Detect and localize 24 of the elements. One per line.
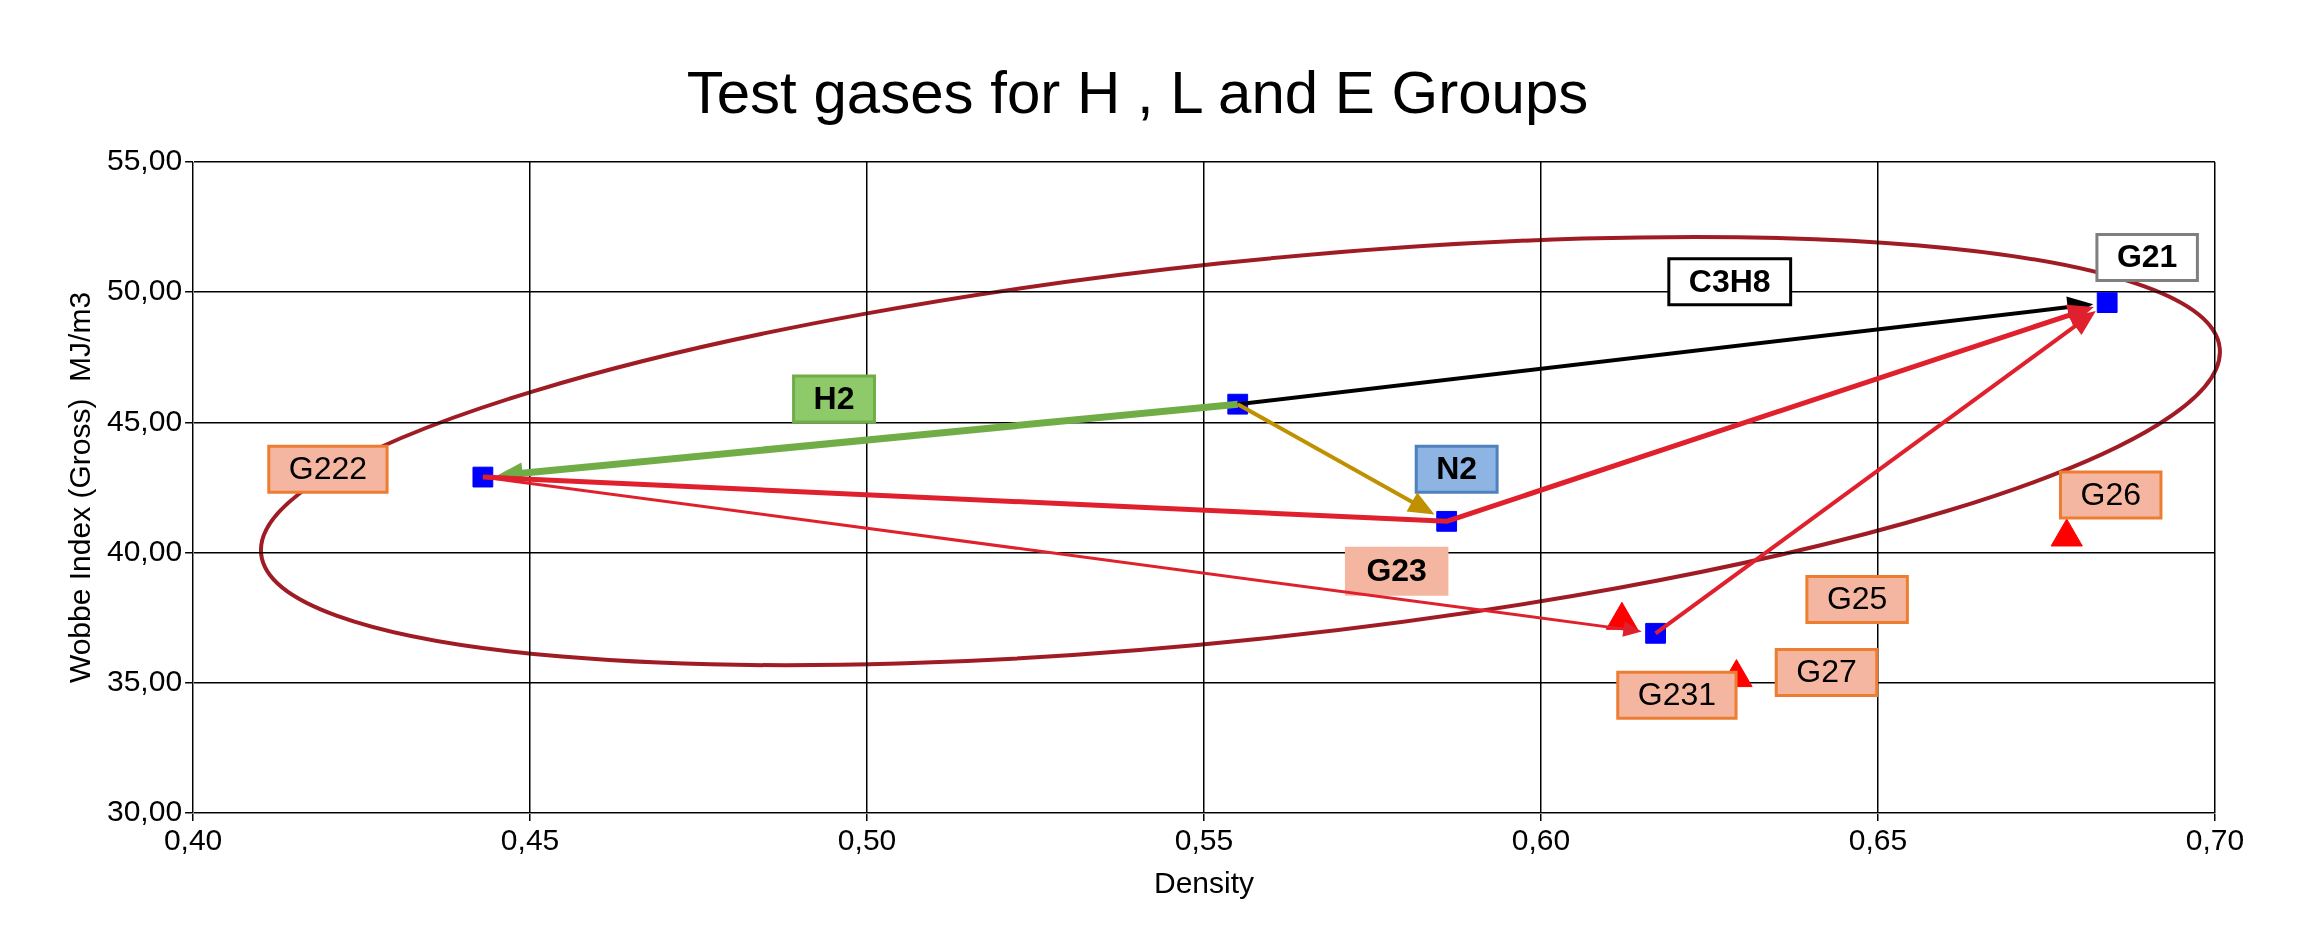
annotation: G27 [1796,653,1857,690]
annotation: H2 [813,379,855,416]
x-tick-label: 0,55 [1174,823,1234,857]
y-tick-label: 40,00 [107,533,183,567]
y-tick-label: 35,00 [107,664,183,698]
annotation: G21 [2116,238,2178,275]
annotation: G23 [1366,552,1427,589]
x-axis-title: Density [1154,866,1255,900]
y-tick-label: 45,00 [107,403,183,437]
annotation: G26 [2080,475,2141,512]
y-axis-title: Wobbe Index (Gross) MJ/m3 [63,291,97,684]
x-tick-label: 0,60 [1511,823,1571,857]
annotation: G222 [288,450,368,487]
annotation: G25 [1826,580,1888,617]
y-tick-label: 50,00 [107,273,183,307]
x-tick-label: 0,65 [1848,823,1908,857]
y-tick-label: 55,00 [107,143,183,177]
x-tick-label: 0,50 [837,823,897,857]
x-tick-label: 0,45 [500,823,560,857]
annotation: C3H8 [1688,262,1771,299]
x-tick-label: 0,70 [2185,823,2245,857]
chart-title: Test gases for H , L and E Groups [686,58,1589,126]
annotation: G231 [1637,676,1717,713]
annotation: N2 [1436,450,1478,487]
